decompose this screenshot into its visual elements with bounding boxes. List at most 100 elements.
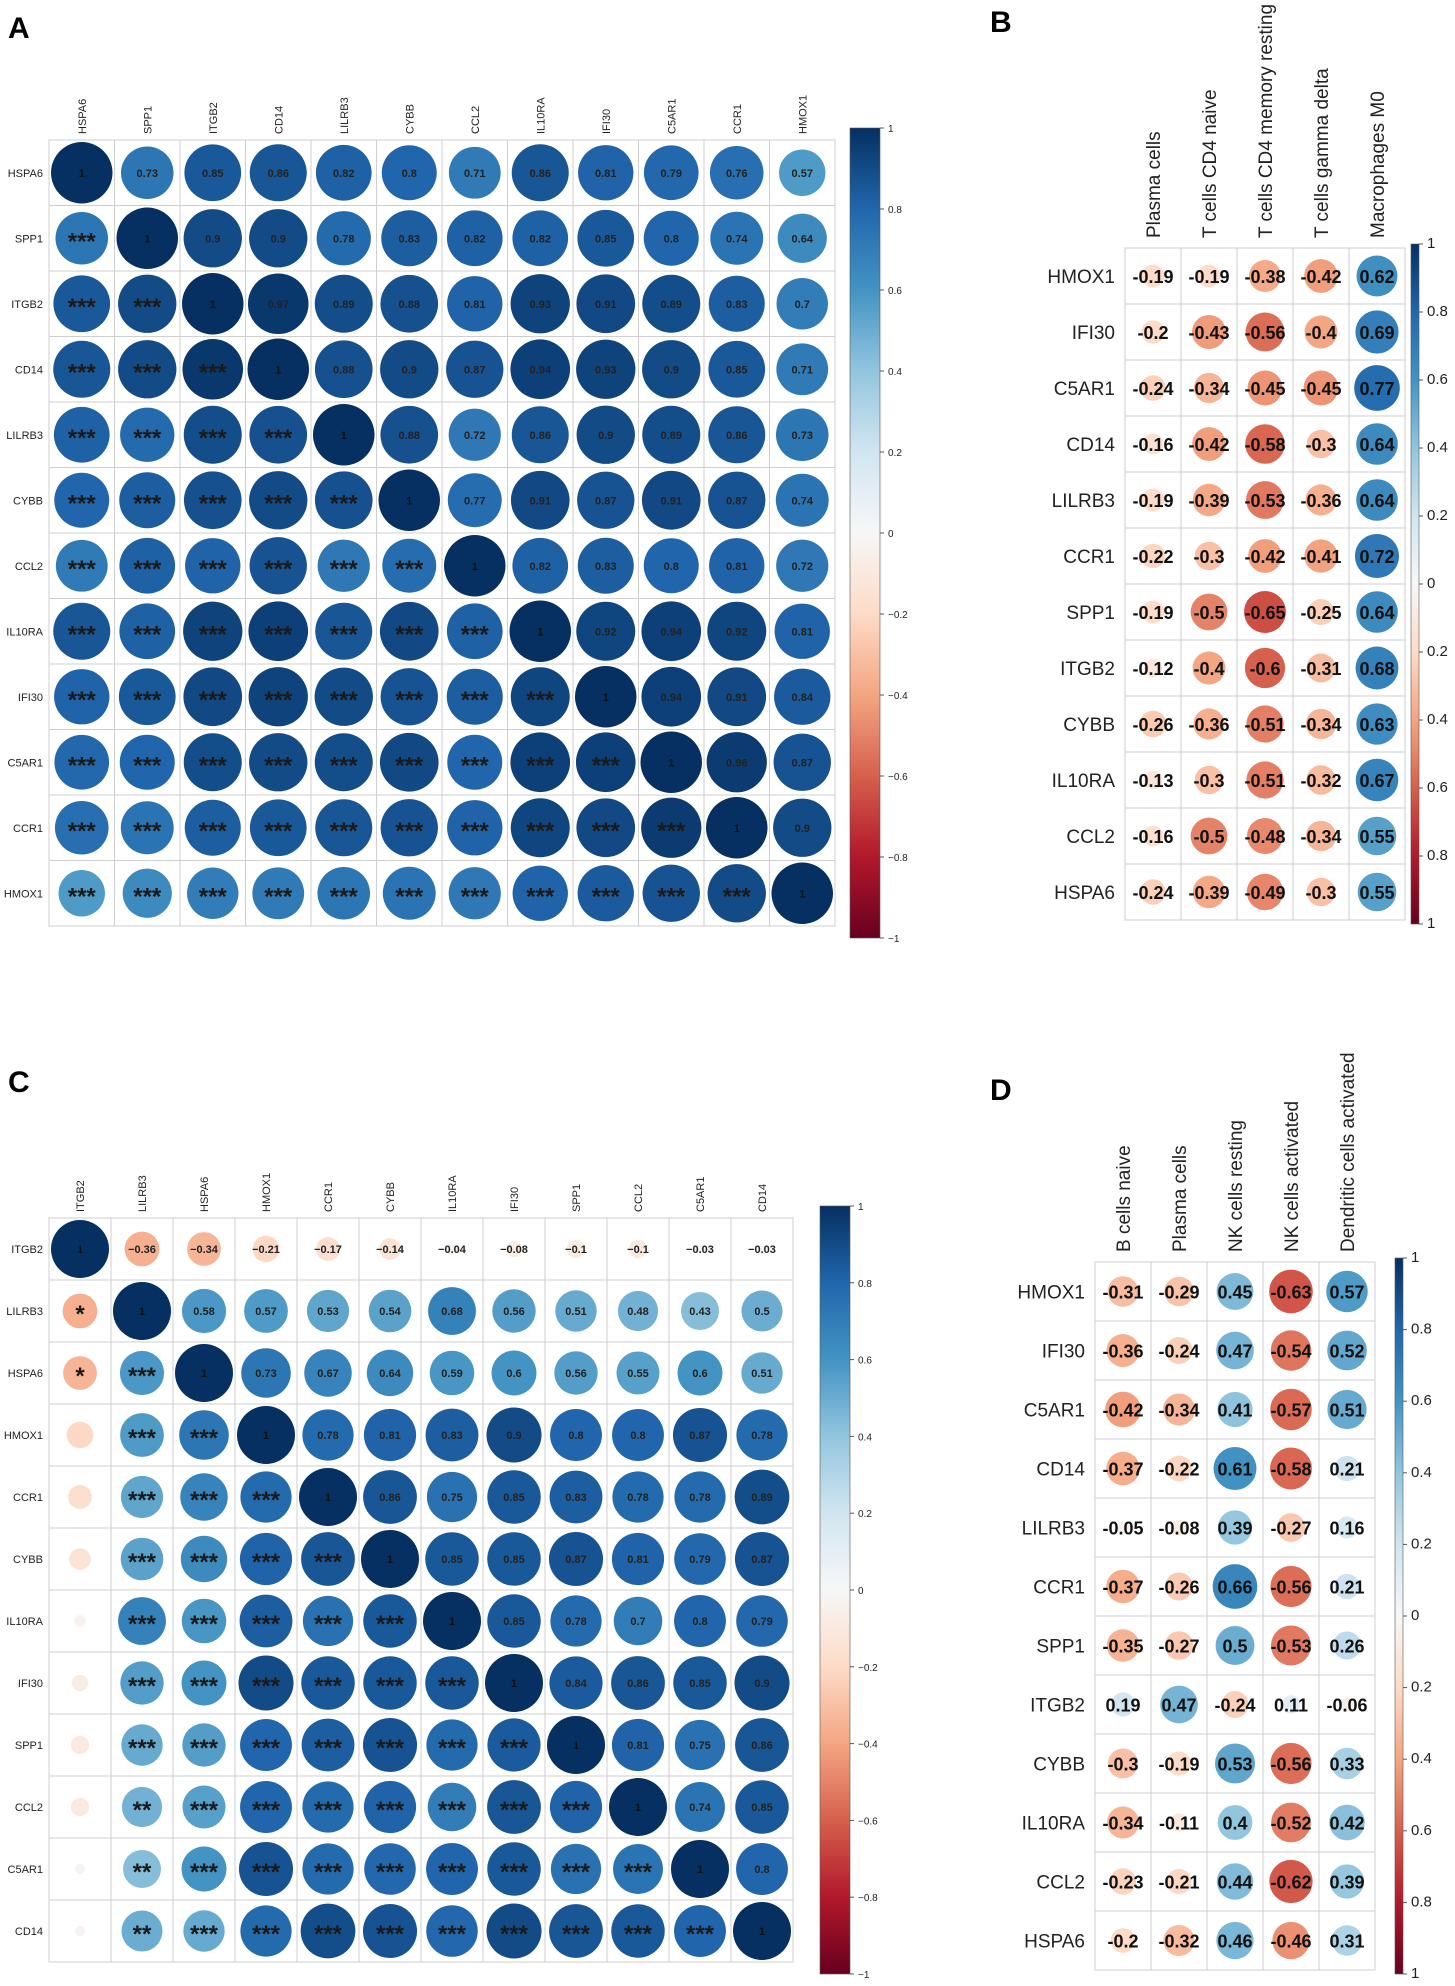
correlation-circle [70,1735,90,1755]
correlation-circle [381,145,437,201]
correlation-circle [613,1596,663,1646]
correlation-circle [680,1291,720,1331]
correlation-circle [113,1282,171,1340]
colorbar-tick-label: 0.4 [858,1432,872,1443]
correlation-circle [55,211,109,265]
significance-marker: *** [330,752,359,779]
correlation-circle [302,1843,354,1895]
colorbar-tick-label: 0.8 [1427,303,1448,320]
correlation-circle [577,865,634,922]
correlation-circle [577,209,635,267]
correlation-circle [741,1290,783,1332]
correlation-value: 1 [406,495,412,507]
significance-marker: *** [264,687,293,714]
correlation-value: 0.53 [317,1306,338,1318]
correlation-circle [447,800,503,856]
correlation-value: -0.42 [1244,547,1285,567]
correlation-circle [363,1780,417,1834]
column-label: HMOX1 [797,95,809,134]
correlation-circle [380,340,439,399]
correlation-circle [1305,484,1337,516]
correlation-value: -0.24 [1158,1342,1199,1362]
correlation-value: −0.1 [627,1244,649,1256]
correlation-circle [773,733,831,791]
correlation-circle [511,144,569,202]
correlation-circle [74,1925,86,1937]
correlation-value: 0.51 [565,1306,586,1318]
correlation-circle [302,1595,354,1647]
correlation-circle [118,1597,166,1645]
correlation-circle [1212,1564,1258,1609]
significance-marker: *** [133,818,162,845]
correlation-value: 0.61 [1217,1460,1252,1480]
significance-marker: *** [500,1921,529,1948]
correlation-circle [709,538,765,594]
correlation-circle [314,471,373,530]
significance-marker: *** [190,1921,219,1948]
correlation-value: -0.6 [1249,659,1280,679]
correlation-circle [51,142,113,204]
correlation-value: 1 [449,1616,455,1628]
row-label: CD14 [15,1926,43,1938]
correlation-circle [1190,817,1228,855]
correlation-circle [119,472,176,529]
correlation-value: -0.53 [1244,491,1285,511]
correlation-value: 0.39 [1217,1519,1252,1539]
significance-marker: *** [252,1859,281,1886]
correlation-value: -0.16 [1132,827,1173,847]
significance-marker: * [75,1363,85,1390]
correlation-circle [735,1718,789,1772]
panel-letter-a: A [8,12,30,45]
row-label: CCR1 [13,1492,43,1504]
significance-marker: *** [526,752,555,779]
correlation-circle [54,734,110,790]
correlation-circle [382,866,436,920]
correlation-circle [1140,375,1166,401]
correlation-circle [485,1654,543,1712]
correlation-circle [1305,708,1337,740]
correlation-value: -0.3 [1193,771,1224,791]
panel-letter-d: D [990,1074,1012,1107]
correlation-value: 0.21 [1329,1578,1364,1598]
correlation-value: 0.94 [661,692,683,704]
correlation-circle [1111,1692,1135,1717]
correlation-value: -0.16 [1132,435,1173,455]
colorbar-tick-label: 0.4 [1427,711,1448,728]
correlation-circle [1272,1921,1310,1960]
correlation-circle [249,799,307,857]
correlation-value: 0.86 [268,168,289,180]
correlation-circle [1142,825,1164,847]
correlation-circle [1213,1447,1257,1490]
significance-marker: *** [264,883,293,910]
correlation-circle [1306,765,1336,795]
correlation-value: 0.82 [464,233,485,245]
correlation-circle [734,1469,790,1525]
correlation-value: 0.85 [441,1554,462,1566]
correlation-value: -0.36 [1300,491,1341,511]
correlation-value: −0.21 [252,1244,280,1256]
correlation-circle [1106,1451,1140,1486]
correlation-value: -0.32 [1300,771,1341,791]
correlation-value: 0.87 [464,364,485,376]
correlation-circle [1143,658,1163,678]
correlation-circle [1192,651,1226,685]
significance-marker: *** [330,687,359,714]
significance-marker: *** [500,1859,529,1886]
correlation-value: 0.83 [595,561,616,573]
panel-b-gene-immune-cell-correlation: -0.19 -0.19 -0.38 -0.42 0.62 -0.2 -0.43 -0.56 -0… [1047,4,1447,932]
significance-marker: *** [264,621,293,648]
correlation-value: -0.22 [1132,547,1173,567]
column-label: T cells CD4 memory resting [1256,4,1277,238]
significance-marker: *** [461,883,490,910]
correlation-circle [1107,1276,1139,1307]
correlation-circle [612,1471,664,1523]
correlation-circle [446,603,503,660]
significance-marker: *** [190,1611,219,1638]
column-label: C5AR1 [666,99,678,134]
correlation-value: 0.84 [565,1678,587,1690]
significance-marker: *** [128,1487,157,1514]
row-label: C5AR1 [1024,1401,1085,1422]
correlation-value: -0.2 [1137,323,1168,343]
correlation-value: −0.03 [748,1244,776,1256]
correlation-circle [1106,1629,1140,1662]
